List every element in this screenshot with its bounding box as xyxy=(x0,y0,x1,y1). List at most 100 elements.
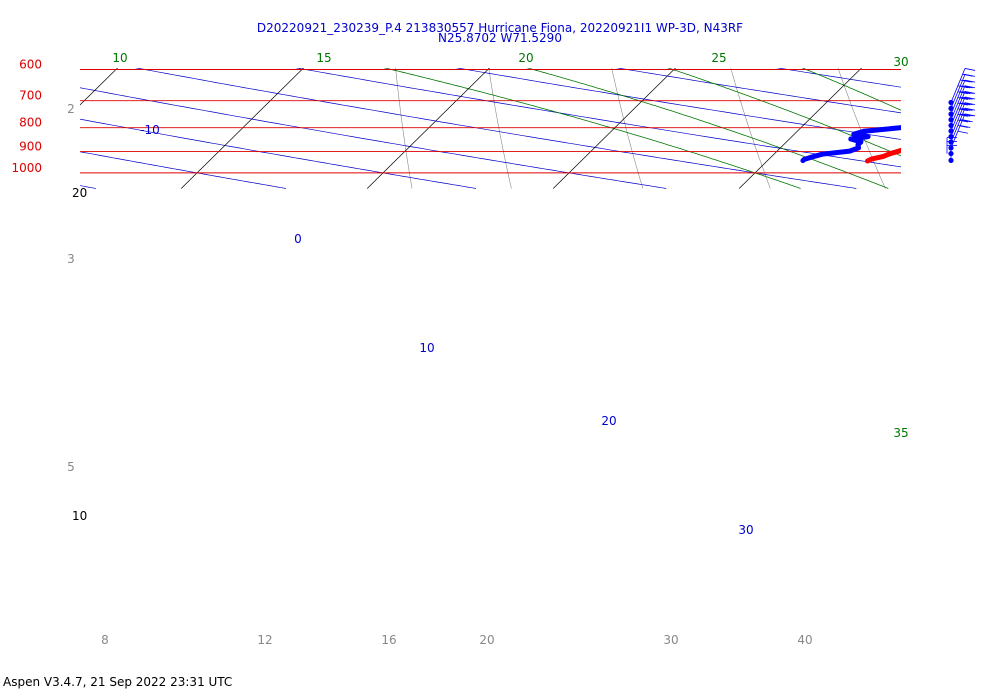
wind-barb-flag xyxy=(962,102,973,106)
dry-adiabat-label: 10 xyxy=(419,341,434,355)
wind-barb-station xyxy=(948,150,954,157)
mixing-ratio-line xyxy=(974,56,1000,189)
dewpoint-trace-point xyxy=(930,122,933,125)
isotherm xyxy=(180,68,304,189)
pressure-label: 900 xyxy=(19,140,42,154)
wind-barb-flag xyxy=(957,130,968,134)
moist-adiabat-label: 20 xyxy=(518,51,533,65)
wind-barb-flag xyxy=(957,102,968,106)
wind-barb-flag xyxy=(957,113,968,117)
wind-barb-flag xyxy=(964,96,976,100)
wind-barb-flag xyxy=(957,91,968,95)
mixing-ratio-label: 5 xyxy=(67,460,75,474)
mixing-ratio-lines xyxy=(395,56,1000,189)
wind-barb-flag xyxy=(960,102,971,106)
temperature-trace-point xyxy=(931,140,934,143)
wind-barb-flag xyxy=(964,102,976,106)
moist-adiabat xyxy=(526,68,889,189)
wind-barb-flag xyxy=(964,91,976,94)
dewpoint-trace-point xyxy=(810,155,814,159)
wind-barb-flag xyxy=(957,119,968,123)
dry-adiabat xyxy=(80,118,477,189)
wind-barb-flag xyxy=(960,125,971,128)
moist-adiabat-label: 10 xyxy=(112,51,127,65)
wind-barb-flag xyxy=(962,113,973,117)
wind-barb-flag xyxy=(962,108,973,111)
dry-adiabat xyxy=(80,151,286,189)
wind-barbs xyxy=(946,68,976,163)
dewpoint-trace-point xyxy=(852,132,856,136)
dewpoint-trace xyxy=(800,125,901,164)
moist-adiabats xyxy=(383,68,901,189)
mixing-ratio-label: 3 xyxy=(67,252,75,266)
wind-barb-flag xyxy=(962,85,973,89)
dewpoint-trace-point xyxy=(866,135,870,139)
dry-adiabat xyxy=(858,56,1000,189)
moist-adiabat xyxy=(801,68,901,111)
dry-adiabat-label: 0 xyxy=(294,232,302,246)
moist-adiabat xyxy=(666,68,901,157)
pressure-label: 1000 xyxy=(11,161,42,175)
isotherm-label: 10 xyxy=(72,509,87,523)
temperature-trace-point xyxy=(888,152,892,156)
dewpoint-trace-point xyxy=(856,146,860,150)
dewpoint-trace-point xyxy=(801,159,805,163)
moist-adiabat-label: 15 xyxy=(316,51,331,65)
mixing-ratio-line xyxy=(395,68,413,189)
dry-adiabat-label: 30 xyxy=(738,523,753,537)
footer-version: Aspen V3.4.7, 21 Sep 2022 23:31 UTC xyxy=(3,675,233,689)
mixing-ratio-line xyxy=(837,68,886,189)
mixing-ratio-label: 16 xyxy=(381,633,396,647)
dewpoint-trace-point xyxy=(849,137,853,141)
temperature-trace xyxy=(865,147,901,164)
dewpoint-trace-point xyxy=(848,149,852,153)
wind-barb-flag xyxy=(962,96,973,100)
temperature-trace-point xyxy=(955,138,958,141)
chart-title: D20220921_230239_P.4 213830557 Hurricane… xyxy=(256,21,744,35)
temperature-trace-point xyxy=(908,146,911,149)
temperature-trace-point xyxy=(866,159,870,163)
mixing-ratio-label: 8 xyxy=(101,633,109,647)
mixing-ratio-label: 2 xyxy=(67,102,75,116)
dewpoint-trace-point xyxy=(982,111,985,114)
moist-adiabat-label: 30 xyxy=(893,55,908,69)
moist-adiabat-label: 35 xyxy=(893,426,908,440)
moist-adiabat-label: 25 xyxy=(711,51,726,65)
isobars xyxy=(80,69,901,174)
wind-barb-flag xyxy=(960,108,971,111)
dewpoint-trace-point xyxy=(856,143,860,147)
temperature-trace-point xyxy=(881,154,885,158)
wind-barb-flag xyxy=(957,108,968,112)
isotherm xyxy=(80,68,118,106)
dewpoint-trace-point xyxy=(945,118,948,121)
wind-barb-flag xyxy=(960,119,971,123)
pressure-label: 700 xyxy=(19,89,42,103)
chart-subtitle: N25.8702 W71.5290 xyxy=(438,31,562,45)
wind-barb-flag xyxy=(962,91,973,94)
wind-barb-flag xyxy=(960,96,971,100)
wind-barb-flag xyxy=(964,85,976,89)
pressure-label: 600 xyxy=(19,58,42,72)
dry-adiabat xyxy=(134,68,857,189)
mixing-ratio-line xyxy=(912,56,970,189)
wind-barb-flag xyxy=(964,68,976,71)
mixing-ratio-label: 30 xyxy=(663,633,678,647)
axis-labels: 60070080090010003040502010-1001020301015… xyxy=(11,51,908,647)
mixing-ratio-line xyxy=(488,68,512,189)
wind-barb-flag xyxy=(962,79,973,83)
dewpoint-trace-point xyxy=(859,140,863,144)
isotherms xyxy=(80,68,862,189)
wind-barb-flag xyxy=(960,113,971,117)
dry-adiabats xyxy=(80,56,1000,189)
dry-adiabat xyxy=(776,68,901,88)
mixing-ratio-line xyxy=(730,68,771,189)
temperature-trace-point xyxy=(993,134,996,137)
isotherm xyxy=(366,68,490,189)
wind-barb-flag xyxy=(960,91,971,95)
dry-adiabat xyxy=(455,68,901,140)
dry-adiabat-label: 20 xyxy=(601,414,616,428)
isotherm xyxy=(552,68,676,189)
wind-barb-flag xyxy=(964,79,976,83)
moist-adiabat xyxy=(383,68,801,189)
